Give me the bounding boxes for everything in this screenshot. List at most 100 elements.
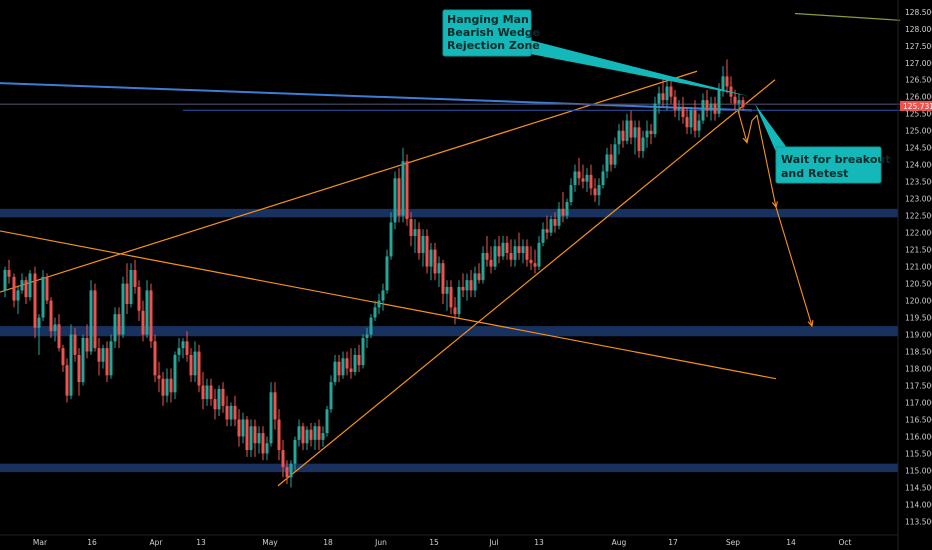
candle-body: [177, 348, 181, 355]
x-tick-1: 16: [87, 538, 97, 547]
candle-146: [589, 164, 593, 196]
candle-body: [405, 161, 409, 220]
candle-31: [129, 263, 133, 308]
candle-body: [161, 378, 165, 396]
candlesticks: [3, 59, 745, 488]
candle-49: [201, 371, 205, 410]
candle-body: [613, 144, 617, 165]
candle-40: [165, 368, 169, 403]
candle-body: [513, 246, 517, 260]
y-tick-21: 118.000: [905, 365, 932, 374]
y-axis-ticks: 128.500 128.000 127.500 127.000 126.500 126.0…: [905, 8, 932, 527]
candle-168: [677, 100, 681, 121]
candle-55: [225, 395, 229, 427]
candle-body: [305, 429, 309, 444]
candle-body: [609, 154, 613, 165]
candle-133: [537, 236, 541, 270]
candle-113: [457, 280, 461, 318]
candle-body: [597, 185, 601, 196]
candle-15: [65, 358, 69, 403]
candle-24: [101, 344, 105, 369]
candle-body: [345, 358, 349, 369]
candle-body: [725, 76, 729, 87]
breakout-callout[interactable]: Wait for breakout and Retest: [755, 104, 890, 184]
candle-body: [673, 96, 677, 111]
candle-body: [641, 137, 645, 152]
candle-body: [265, 443, 269, 454]
candle-body: [577, 171, 581, 179]
candle-body: [401, 161, 405, 216]
y-tick-23: 117.000: [905, 399, 932, 408]
candle-59: [241, 412, 245, 444]
candle-body: [393, 178, 397, 223]
candle-body: [385, 256, 389, 291]
y-tick-9: 124.000: [905, 161, 932, 170]
candle-body: [225, 405, 229, 420]
support-resistance-zones: [0, 208, 898, 473]
candle-body: [257, 433, 261, 444]
y-tick-24: 116.500: [905, 415, 932, 424]
y-tick-17: 120.000: [905, 297, 932, 306]
candle-115: [465, 273, 469, 301]
candle-85: [345, 351, 349, 376]
candle-body: [541, 229, 545, 243]
candle-body: [629, 120, 633, 138]
candle-body: [517, 246, 521, 254]
zone-0: [0, 208, 898, 218]
candle-132: [533, 249, 537, 274]
y-tick-3: 127.000: [905, 59, 932, 68]
candle-body: [717, 89, 721, 114]
candle-body: [217, 388, 221, 410]
candle-129: [521, 239, 525, 264]
candle-57: [233, 395, 237, 427]
candle-body: [449, 286, 453, 308]
candle-body: [361, 337, 365, 366]
candle-body: [721, 76, 725, 90]
candle-body: [89, 290, 93, 352]
candle-body: [569, 185, 573, 203]
candle-143: [577, 157, 581, 186]
candle-121: [489, 246, 493, 274]
trend-line-1: [0, 230, 777, 380]
candle-171: [689, 106, 693, 135]
candle-body: [313, 426, 317, 440]
candle-body: [109, 341, 113, 376]
candle-body: [113, 314, 117, 342]
candle-body: [293, 439, 297, 464]
candle-body: [121, 283, 125, 335]
candle-body: [625, 120, 629, 141]
projection-arrows: [737, 110, 814, 328]
candle-body: [589, 174, 593, 189]
candle-175: [705, 89, 709, 118]
candle-body: [417, 229, 421, 254]
candle-112: [453, 297, 457, 325]
candle-176: [709, 96, 713, 121]
candle-69: [281, 439, 285, 478]
candle-43: [177, 337, 181, 362]
candle-7: [33, 266, 37, 338]
candle-body: [373, 307, 377, 318]
x-tick-8: Jul: [488, 538, 498, 547]
candle-body: [657, 93, 661, 104]
candle-body: [329, 382, 333, 410]
candle-body: [3, 270, 7, 291]
candle-56: [229, 402, 233, 427]
candle-body: [28, 273, 32, 298]
candle-body: [485, 253, 489, 260]
candle-72: [293, 436, 297, 471]
y-tick-13: 122.000: [905, 229, 932, 238]
y-tick-29: 114.000: [905, 500, 932, 509]
candle-139: [561, 191, 565, 223]
candle-16: [69, 324, 73, 400]
candle-body: [441, 263, 445, 294]
x-tick-10: Aug: [612, 538, 627, 547]
candle-164: [661, 76, 665, 107]
candle-body: [97, 348, 101, 362]
candle-127: [513, 239, 517, 267]
hanging-man-callout[interactable]: Hanging Man Bearish Wedge Rejection Zone: [442, 9, 748, 96]
candle-12: [53, 317, 57, 342]
x-axis-ticks: Mar 16 Apr 13 May 18 Jun 15 Jul 13 Aug 17 Sep 14 Oct: [33, 538, 852, 547]
candle-48: [197, 344, 201, 393]
candle-body: [349, 368, 353, 372]
